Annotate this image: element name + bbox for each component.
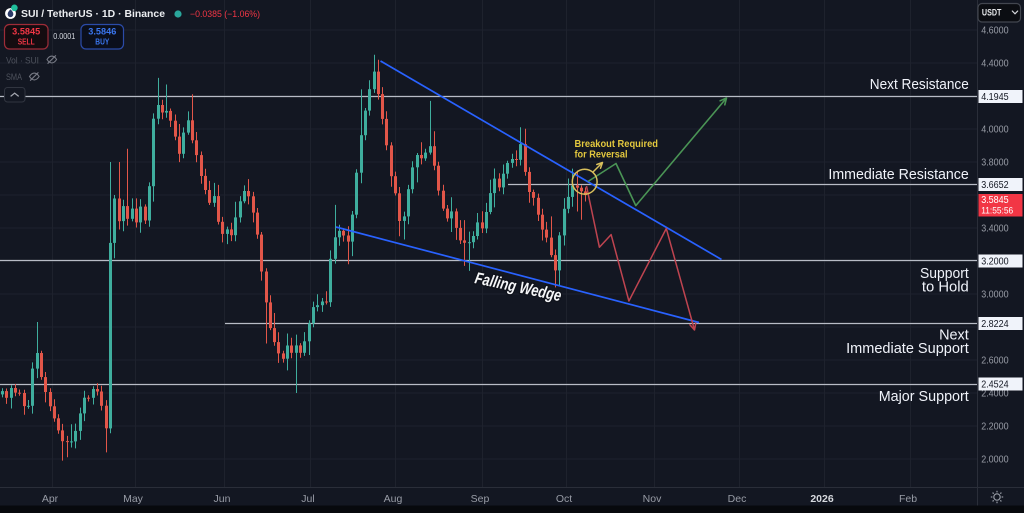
svg-text:Apr: Apr bbox=[42, 493, 59, 505]
svg-text:Aug: Aug bbox=[384, 493, 403, 505]
svg-text:2.2000: 2.2000 bbox=[981, 422, 1009, 433]
svg-text:Major Support: Major Support bbox=[879, 388, 970, 405]
svg-text:3.0000: 3.0000 bbox=[981, 290, 1009, 301]
svg-text:Breakout Required: Breakout Required bbox=[575, 138, 659, 150]
svg-text:Immediate Resistance: Immediate Resistance bbox=[828, 166, 968, 183]
svg-text:3.5846: 3.5846 bbox=[88, 27, 116, 37]
svg-text:3.8000: 3.8000 bbox=[981, 158, 1009, 169]
svg-text:USDT: USDT bbox=[982, 8, 1002, 18]
svg-text:Sep: Sep bbox=[471, 493, 490, 505]
svg-text:3.6652: 3.6652 bbox=[981, 180, 1009, 191]
svg-text:4.0000: 4.0000 bbox=[981, 125, 1009, 136]
svg-text:Next: Next bbox=[939, 327, 970, 344]
svg-text:SUI / TetherUS · 1D · Binance: SUI / TetherUS · 1D · Binance bbox=[21, 9, 165, 20]
svg-text:BUY: BUY bbox=[95, 37, 110, 46]
svg-text:Next Resistance: Next Resistance bbox=[870, 76, 969, 93]
svg-text:Dec: Dec bbox=[728, 493, 747, 505]
svg-text:−0.0385 (−1.06%): −0.0385 (−1.06%) bbox=[190, 9, 260, 19]
svg-text:2.6000: 2.6000 bbox=[981, 356, 1009, 367]
svg-text:2.8224: 2.8224 bbox=[981, 319, 1009, 330]
svg-text:3.2000: 3.2000 bbox=[981, 257, 1009, 268]
svg-text:11:55:56: 11:55:56 bbox=[981, 206, 1013, 217]
svg-text:SMA: SMA bbox=[6, 72, 23, 83]
svg-text:Jul: Jul bbox=[301, 493, 314, 505]
svg-text:2026: 2026 bbox=[810, 493, 834, 505]
svg-text:for Reversal: for Reversal bbox=[575, 149, 628, 161]
svg-text:May: May bbox=[123, 493, 144, 505]
svg-text:4.1945: 4.1945 bbox=[981, 92, 1009, 103]
svg-text:4.6000: 4.6000 bbox=[981, 26, 1009, 37]
svg-text:Jun: Jun bbox=[214, 493, 231, 505]
svg-text:Vol · SUI: Vol · SUI bbox=[6, 55, 39, 66]
svg-text:3.5845: 3.5845 bbox=[12, 27, 40, 37]
svg-text:Oct: Oct bbox=[556, 493, 572, 505]
svg-text:3.5845: 3.5845 bbox=[981, 195, 1009, 206]
svg-text:Feb: Feb bbox=[899, 493, 917, 505]
svg-text:Immediate Support: Immediate Support bbox=[846, 340, 970, 357]
svg-text:2.4000: 2.4000 bbox=[981, 389, 1009, 400]
svg-text:SELL: SELL bbox=[18, 37, 35, 46]
svg-text:to Hold: to Hold bbox=[922, 279, 969, 296]
svg-text:2.0000: 2.0000 bbox=[981, 455, 1009, 466]
svg-text:Support: Support bbox=[920, 265, 970, 282]
svg-text:4.4000: 4.4000 bbox=[981, 59, 1009, 70]
svg-text:Nov: Nov bbox=[643, 493, 662, 505]
svg-text:3.4000: 3.4000 bbox=[981, 224, 1009, 235]
svg-text:2.4524: 2.4524 bbox=[981, 380, 1009, 391]
svg-text:0.0001: 0.0001 bbox=[53, 31, 75, 41]
